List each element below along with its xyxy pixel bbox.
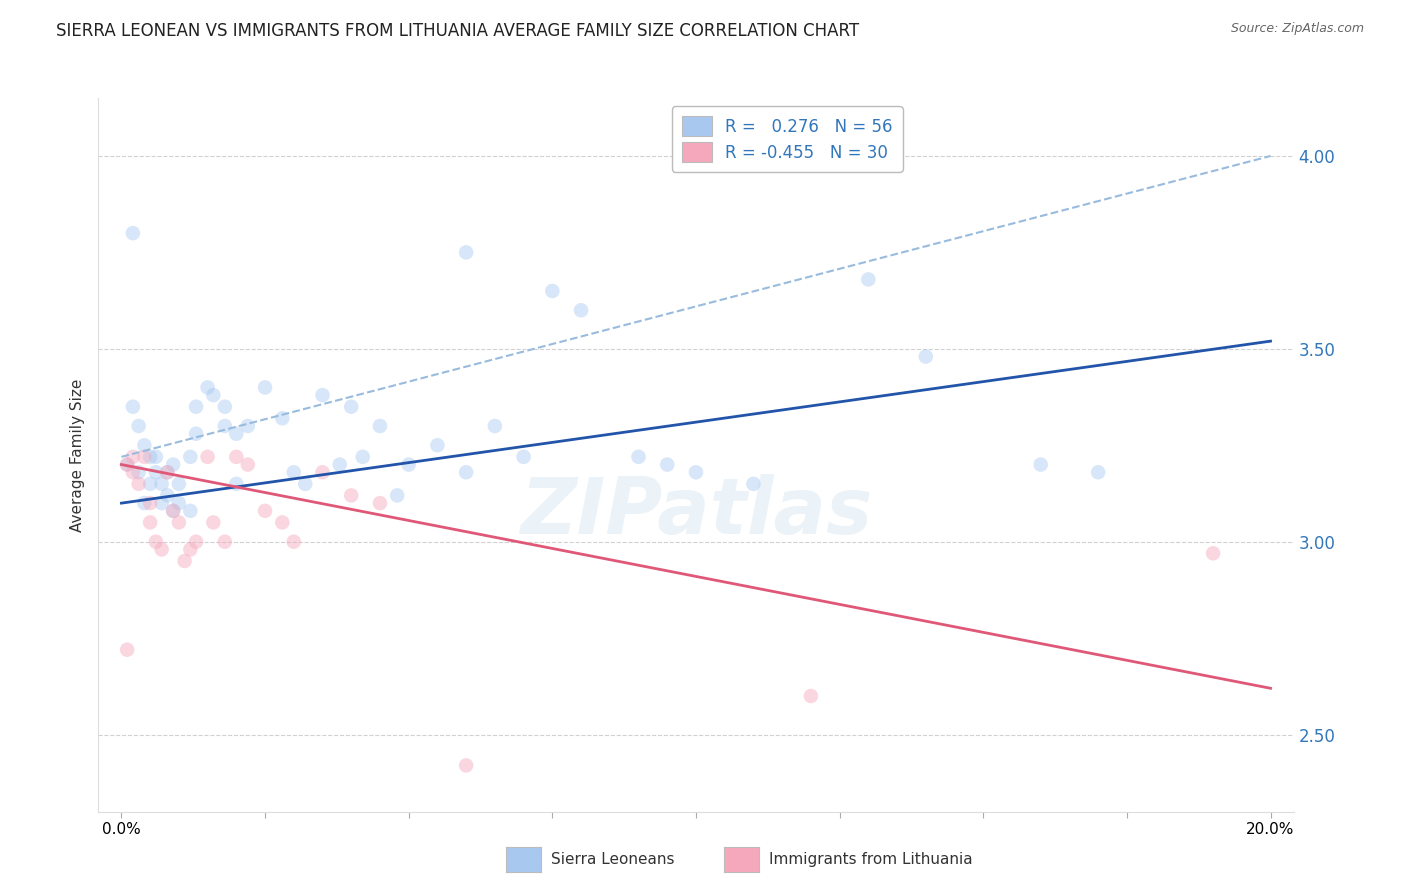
Point xyxy=(139,476,162,491)
Point xyxy=(340,488,363,502)
Point xyxy=(145,450,167,464)
Point xyxy=(541,284,564,298)
Point xyxy=(512,450,534,464)
Point xyxy=(179,450,201,464)
Point xyxy=(368,496,391,510)
Point xyxy=(398,458,420,472)
Point xyxy=(569,303,592,318)
Point xyxy=(914,350,936,364)
Point xyxy=(254,380,277,394)
Point xyxy=(162,458,184,472)
Point xyxy=(1087,465,1109,479)
Text: SIERRA LEONEAN VS IMMIGRANTS FROM LITHUANIA AVERAGE FAMILY SIZE CORRELATION CHAR: SIERRA LEONEAN VS IMMIGRANTS FROM LITHUA… xyxy=(56,22,859,40)
Point xyxy=(214,534,236,549)
Point xyxy=(128,419,150,434)
Point xyxy=(197,450,219,464)
Text: Immigrants from Lithuania: Immigrants from Lithuania xyxy=(769,853,973,867)
Point xyxy=(214,400,236,414)
Point xyxy=(134,496,156,510)
Point xyxy=(214,419,236,434)
Point xyxy=(179,542,201,557)
Y-axis label: Average Family Size: Average Family Size xyxy=(70,378,86,532)
Point xyxy=(184,534,207,549)
Point xyxy=(156,465,179,479)
Point xyxy=(800,689,823,703)
Point xyxy=(115,642,138,657)
Point xyxy=(173,554,195,568)
Point xyxy=(134,450,156,464)
Point xyxy=(128,476,150,491)
Point xyxy=(225,450,247,464)
Point xyxy=(236,419,259,434)
Point xyxy=(167,516,190,530)
Point xyxy=(225,476,247,491)
Text: ZIPatlas: ZIPatlas xyxy=(520,474,872,550)
Point xyxy=(271,516,294,530)
Point xyxy=(294,476,316,491)
Point xyxy=(1202,546,1225,560)
Point xyxy=(368,419,391,434)
Point xyxy=(184,400,207,414)
Point xyxy=(156,488,179,502)
Point xyxy=(271,411,294,425)
Point xyxy=(311,465,333,479)
Point xyxy=(122,450,145,464)
Point xyxy=(254,504,277,518)
Point xyxy=(139,516,162,530)
Point xyxy=(329,458,352,472)
Point xyxy=(236,458,259,472)
Point xyxy=(456,465,478,479)
Point xyxy=(179,504,201,518)
Point xyxy=(150,496,173,510)
Point xyxy=(150,542,173,557)
Point xyxy=(156,465,179,479)
Point xyxy=(167,476,190,491)
Point xyxy=(145,534,167,549)
Point xyxy=(456,245,478,260)
Text: Sierra Leoneans: Sierra Leoneans xyxy=(551,853,675,867)
Point xyxy=(139,450,162,464)
Legend: R =   0.276   N = 56, R = -0.455   N = 30: R = 0.276 N = 56, R = -0.455 N = 30 xyxy=(672,106,903,171)
Point xyxy=(128,465,150,479)
Point xyxy=(115,458,138,472)
Point xyxy=(202,388,225,402)
Point xyxy=(426,438,449,452)
Point xyxy=(311,388,333,402)
Point xyxy=(225,426,247,441)
Point xyxy=(197,380,219,394)
Point xyxy=(162,504,184,518)
Point xyxy=(627,450,650,464)
Point xyxy=(139,496,162,510)
Point xyxy=(162,504,184,518)
Text: Source: ZipAtlas.com: Source: ZipAtlas.com xyxy=(1230,22,1364,36)
Point xyxy=(134,438,156,452)
Point xyxy=(858,272,880,286)
Point xyxy=(742,476,765,491)
Point xyxy=(685,465,707,479)
Point xyxy=(202,516,225,530)
Point xyxy=(385,488,409,502)
Point xyxy=(657,458,679,472)
Point xyxy=(145,465,167,479)
Point xyxy=(283,534,305,549)
Point xyxy=(484,419,506,434)
Point xyxy=(167,496,190,510)
Point xyxy=(122,465,145,479)
Point xyxy=(122,226,145,240)
Point xyxy=(456,758,478,772)
Point xyxy=(184,426,207,441)
Point xyxy=(115,458,138,472)
Point xyxy=(352,450,374,464)
Point xyxy=(340,400,363,414)
Point xyxy=(1029,458,1052,472)
Point xyxy=(122,400,145,414)
Point xyxy=(150,476,173,491)
Point xyxy=(283,465,305,479)
